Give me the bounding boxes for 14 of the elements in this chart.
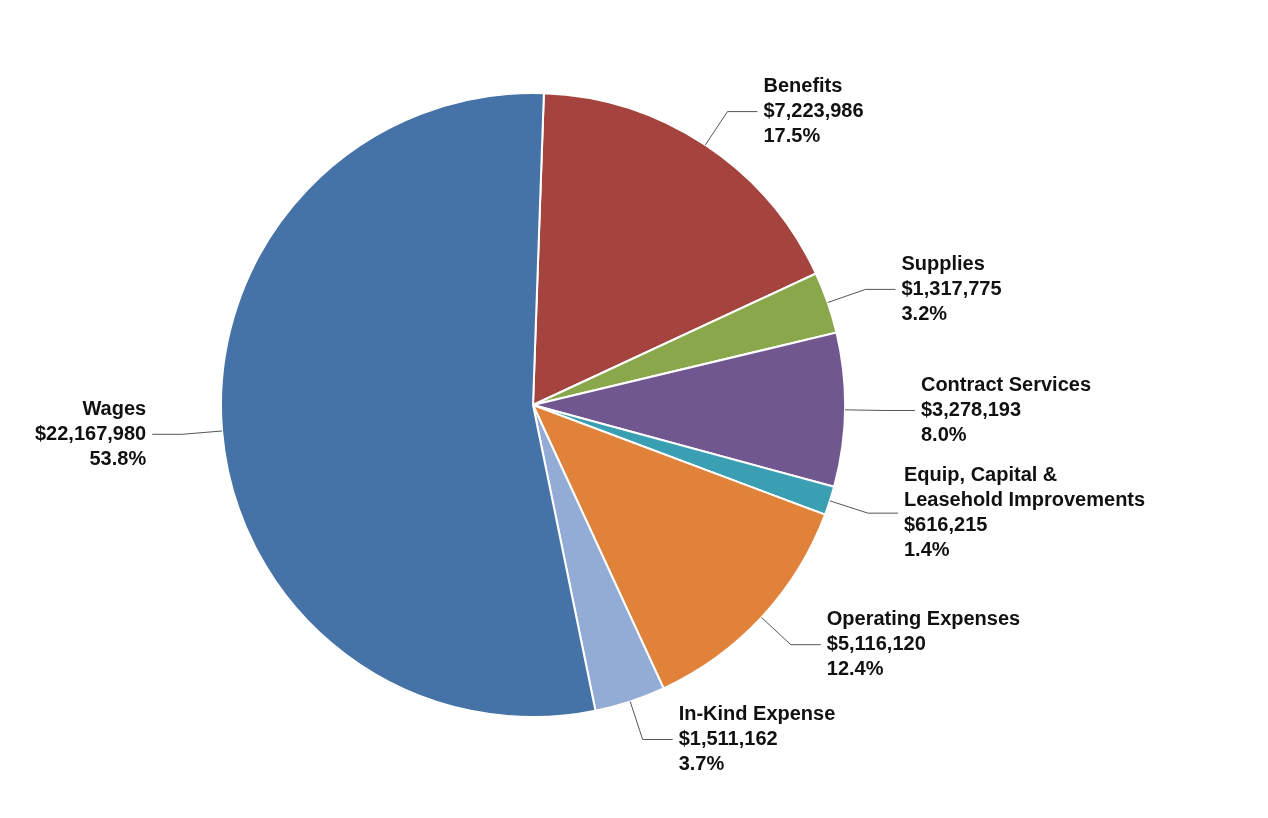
slice-label: Wages	[82, 396, 147, 419]
data-label: $5,116,120 12.4%	[826, 631, 926, 679]
data-label: $1,511,162 3.7%	[678, 726, 778, 774]
slice-label: Equip, Capital & Leasehold Improvements	[903, 462, 1146, 510]
data-label: $1,317,775 3.2%	[901, 276, 1002, 324]
slice-label: Supplies	[901, 251, 985, 274]
slice-label: In-Kind Expense	[678, 701, 836, 724]
data-label: $616,215 1.4%	[903, 512, 988, 560]
slice-label: Benefits	[763, 73, 843, 96]
slice-label: Contract Services	[920, 372, 1092, 395]
data-label: $7,223,986 17.5%	[763, 98, 864, 146]
slice-label: Operating Expenses	[826, 606, 1021, 629]
data-label: $3,278,193 8.0%	[920, 397, 1022, 445]
data-label: $22,167,980 53.8%	[34, 421, 147, 469]
